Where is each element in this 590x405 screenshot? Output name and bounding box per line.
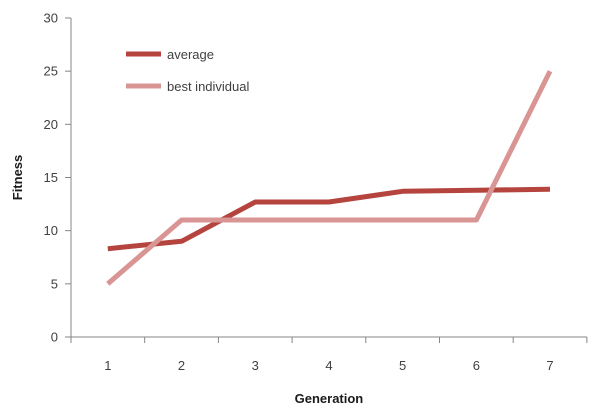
legend: average best individual [126,47,249,94]
y-tick-label: 10 [44,223,58,238]
x-tick-label: 4 [325,358,332,373]
series-line-best-individual [106,70,553,286]
y-axis-title: Fitness [10,155,25,201]
x-tick-label: 2 [178,358,185,373]
x-tick-label: 1 [104,358,111,373]
x-tick-label: 6 [473,358,480,373]
y-tick-label: 25 [44,64,58,79]
legend-label-average: average [167,47,214,62]
y-tick-label: 5 [51,276,58,291]
y-tick-label: 20 [44,117,58,132]
legend-label-best-individual: best individual [167,79,249,94]
series-lines [106,70,553,286]
y-tick-label: 15 [44,170,58,185]
y-tick-label: 0 [51,330,58,345]
axes [65,17,588,343]
x-tick-label: 5 [399,358,406,373]
x-axis-title: Generation [295,391,364,405]
x-tick-label: 3 [252,358,259,373]
y-tick-label: 30 [44,11,58,26]
x-tick-label: 7 [546,358,553,373]
tick-labels: 0 5 10 15 20 25 30 1 2 3 4 5 6 7 [44,11,554,374]
